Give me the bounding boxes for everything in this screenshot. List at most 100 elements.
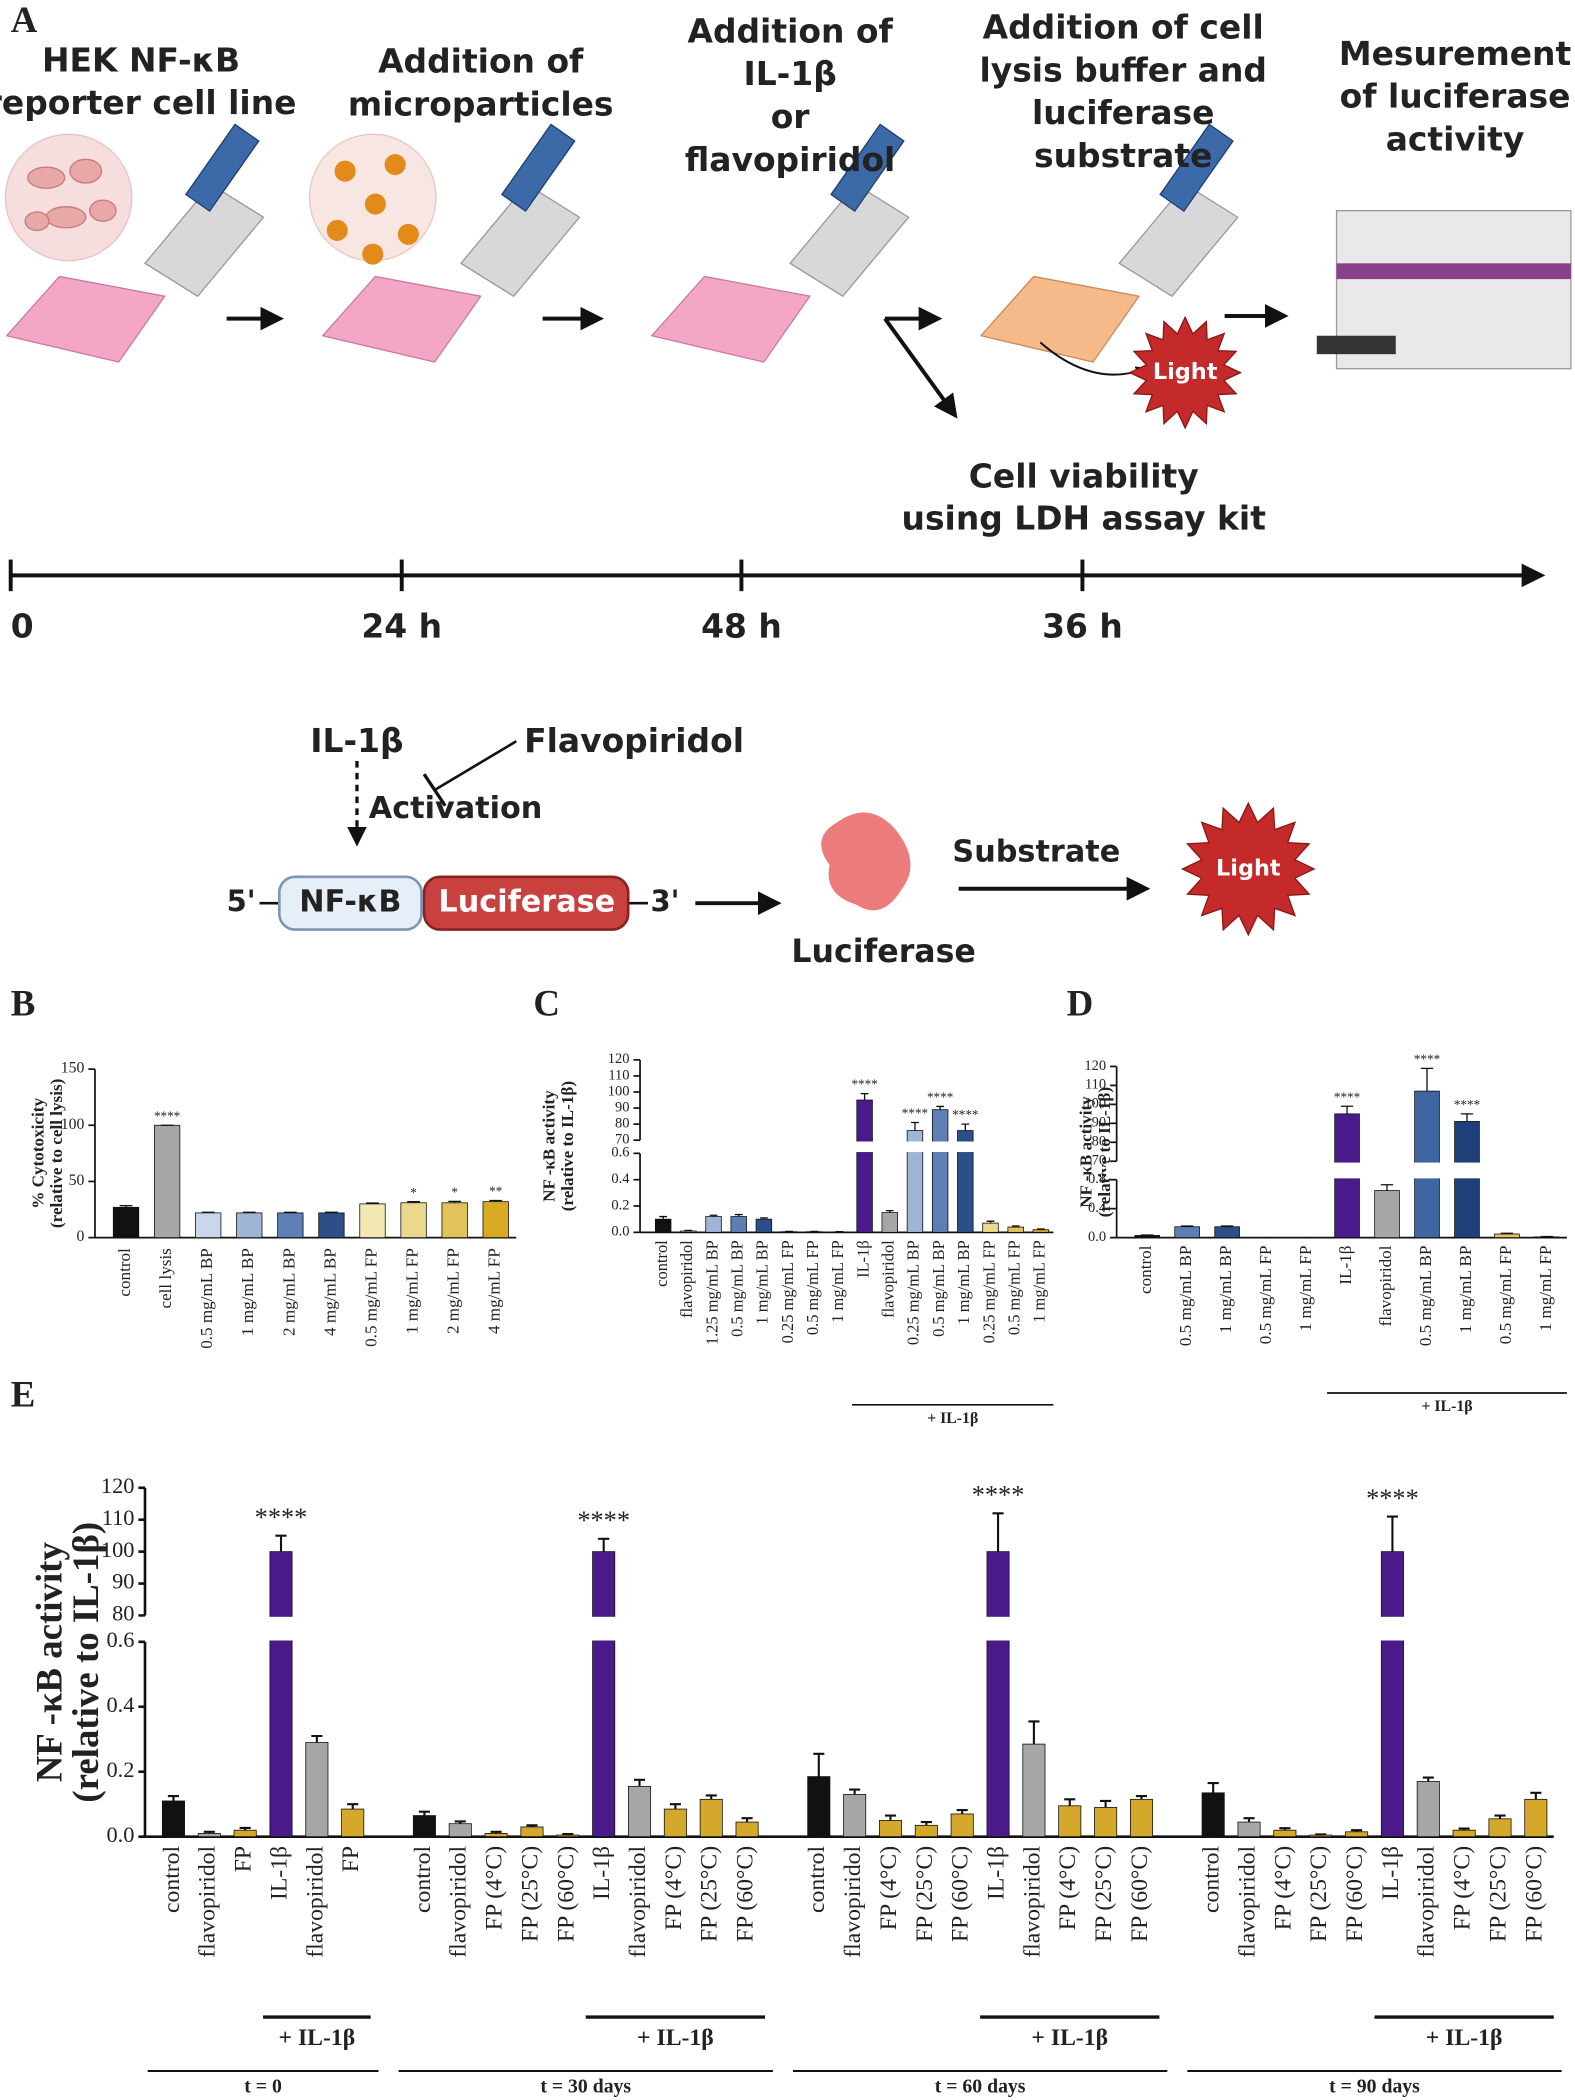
bar	[1273, 1829, 1297, 1838]
bar	[878, 1820, 903, 1838]
panel-label: D	[1067, 983, 1094, 1024]
bar	[843, 1794, 867, 1838]
bar	[914, 1824, 938, 1838]
pathway-label: Luciferase	[791, 934, 975, 970]
timeline-label: 36 h	[1042, 607, 1123, 646]
significance: ****	[952, 1107, 978, 1122]
error-bar	[1220, 1225, 1234, 1227]
bar	[1454, 1121, 1480, 1239]
x-tick-label: 0.25 mg/mL BP	[904, 1240, 923, 1345]
error-bar	[1036, 1228, 1045, 1230]
error-bar	[283, 1211, 297, 1213]
y-axis-label: (relative to cell lysis)	[47, 1079, 66, 1228]
x-tick-label: flavopiridol	[1234, 1845, 1260, 1957]
pathway-label: 3'	[651, 884, 680, 918]
y-tick-label: 0.0	[1088, 1229, 1106, 1245]
x-tick-label: control	[1199, 1845, 1225, 1913]
bar	[1374, 1190, 1400, 1239]
error-bar	[239, 1826, 251, 1831]
bar	[1524, 1798, 1548, 1838]
bar	[1094, 1807, 1118, 1838]
pathway-label: IL-1β	[310, 721, 403, 760]
error-bar	[1380, 1184, 1394, 1191]
bar	[236, 1212, 263, 1239]
timepoint-label: t = 0	[244, 2076, 282, 2098]
error-bar	[1011, 1225, 1020, 1228]
star-shape	[1128, 315, 1242, 430]
bar	[482, 1201, 509, 1239]
x-tick-label: 0.5 mg/mL FP	[361, 1248, 380, 1347]
y-tick-label: 80	[1092, 1134, 1106, 1150]
x-tick-label: FP	[231, 1846, 257, 1872]
x-tick-label: flavopiridol	[1414, 1845, 1440, 1957]
y-tick-label: 0.4	[1088, 1200, 1107, 1216]
x-tick-label: FP (25°C)	[1485, 1846, 1511, 1942]
error-bar	[759, 1217, 768, 1220]
significance: ****	[154, 1108, 180, 1123]
significance: ****	[972, 1481, 1025, 1510]
significance: *	[451, 1185, 458, 1200]
significance: ****	[902, 1106, 928, 1121]
y-tick-label: 0.0	[611, 1224, 629, 1240]
y-tick-label: 0.6	[611, 1145, 629, 1161]
bar	[520, 1826, 544, 1838]
y-axis-label: NF -κB activity	[1077, 1096, 1096, 1208]
error-bar	[490, 1830, 502, 1834]
x-tick-label: flavopiridol	[879, 1240, 898, 1318]
step-label: reporter cell line	[0, 83, 296, 122]
x-tick-label: 2 mg/mL BP	[279, 1248, 298, 1336]
x-tick-label: 0.5 mg/mL BP	[929, 1240, 948, 1337]
error-bar	[885, 1209, 894, 1213]
x-tick-label: 0.5 mg/mL BP	[727, 1240, 746, 1337]
axis-break	[1106, 1162, 1567, 1179]
x-tick-label: 0.25 mg/mL FP	[778, 1240, 797, 1343]
pathway-label: Activation	[369, 791, 543, 826]
group-label: + IL-1β	[1031, 2025, 1108, 2051]
bar	[1058, 1805, 1082, 1838]
error-bar	[920, 1821, 932, 1826]
y-tick-label: 100	[101, 1537, 135, 1562]
pathway-label: 5'	[227, 884, 256, 918]
bar	[1380, 1551, 1404, 1838]
y-tick-label: 50	[69, 1172, 85, 1189]
bar	[592, 1551, 616, 1838]
x-tick-label: 0.5 mg/mL FP	[1256, 1246, 1275, 1345]
x-tick-label: cell lysis	[156, 1248, 175, 1309]
y-tick-label: 90	[615, 1099, 629, 1115]
y-tick-label: 100	[608, 1083, 630, 1099]
y-axis-label: (relative to IL-1β)	[558, 1081, 577, 1211]
step-label: IL-1β	[743, 54, 836, 93]
bar	[341, 1808, 365, 1838]
error-bar	[669, 1803, 681, 1810]
error-bar	[242, 1211, 256, 1213]
bar	[112, 1206, 140, 1239]
step-label: Addition of cell	[983, 7, 1264, 46]
y-tick-label: 100	[1084, 1096, 1106, 1112]
y-axis-label: (relative to IL-1β)	[65, 1522, 107, 1803]
x-tick-label: 0.25 mg/mL FP	[979, 1240, 998, 1343]
bar	[400, 1202, 427, 1239]
x-tick-label: flavopiridol	[302, 1845, 328, 1957]
bar	[680, 1230, 697, 1233]
error-bar	[633, 1778, 646, 1787]
x-tick-label: FP (25°C)	[912, 1846, 938, 1942]
error-bar	[1494, 1814, 1506, 1819]
error-bar	[448, 1200, 462, 1203]
x-tick-label: 1 mg/mL FP	[403, 1248, 422, 1334]
chart-panel: B 0 50 100 150 % Cytotoxicity (relative to cel…	[11, 983, 517, 1349]
error-bar	[813, 1752, 825, 1777]
x-tick-label: 2 mg/mL FP	[444, 1248, 463, 1334]
error-bar	[1243, 1817, 1255, 1823]
x-tick-label: FP (60°C)	[948, 1846, 974, 1942]
bar	[277, 1212, 304, 1239]
bar	[269, 1551, 293, 1838]
light-label: Light	[1216, 855, 1281, 881]
x-tick-label: flavopiridol	[677, 1240, 696, 1318]
x-tick-label: 0.5 mg/mL BP	[1416, 1246, 1435, 1347]
panel-label: C	[533, 983, 560, 1024]
step-label: substrate	[1034, 136, 1212, 175]
error-bar	[1458, 1827, 1470, 1831]
error-bar	[1028, 1720, 1040, 1745]
